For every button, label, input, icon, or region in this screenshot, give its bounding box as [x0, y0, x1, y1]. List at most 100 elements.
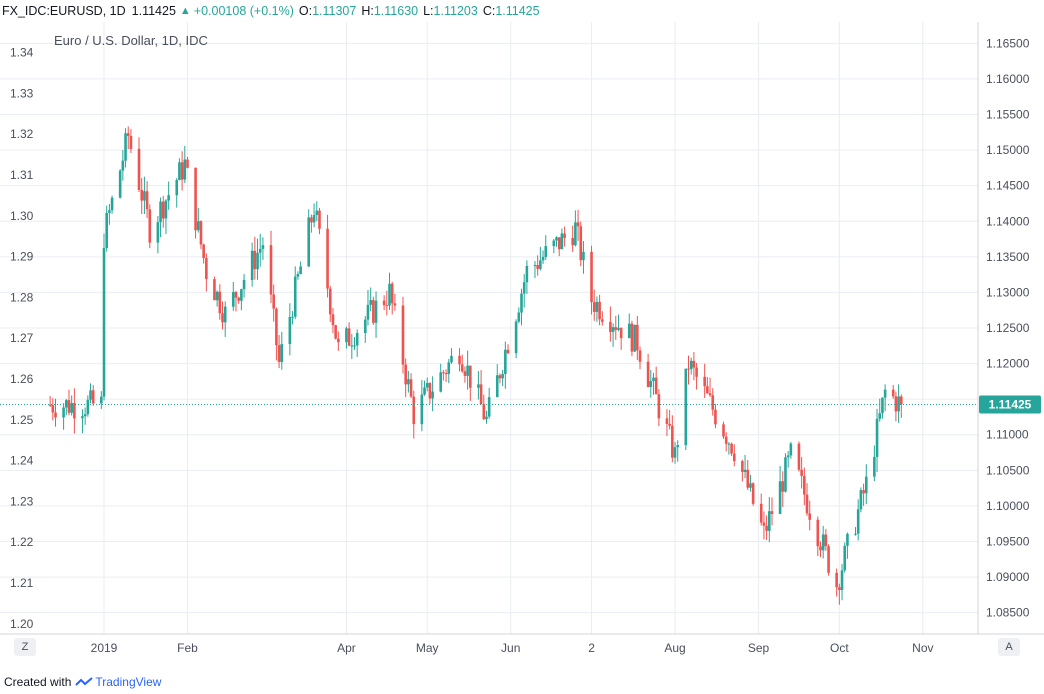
candle-body — [517, 312, 521, 322]
candle-body — [636, 324, 639, 351]
candle-body — [819, 546, 822, 551]
candle-body — [732, 453, 736, 462]
candle-body — [420, 394, 424, 425]
high-value: 1.11630 — [373, 4, 419, 18]
candle-body — [671, 425, 674, 458]
left-tick-label: 1.22 — [10, 535, 34, 549]
candle-body — [665, 418, 669, 424]
candle-body — [504, 349, 507, 374]
candle-body — [137, 148, 141, 190]
candle-body — [479, 384, 483, 405]
candle-body — [506, 349, 510, 354]
candle-body — [768, 511, 771, 531]
left-tick-label: 1.32 — [10, 127, 34, 141]
candle-body — [614, 327, 618, 330]
left-tick-label: 1.28 — [10, 290, 34, 304]
candle-body — [423, 387, 426, 395]
candle-body — [627, 323, 631, 339]
candle-body — [485, 416, 488, 420]
left-tick-label: 1.29 — [10, 250, 34, 264]
candle-body — [501, 373, 504, 379]
auto-scale-button[interactable]: A — [998, 638, 1020, 656]
zoom-reset-button[interactable]: Z — [14, 638, 36, 656]
candle-body — [520, 293, 523, 313]
right-tick-label: 1.09000 — [986, 570, 1030, 584]
left-tick-label: 1.31 — [10, 168, 34, 182]
candle-body — [167, 195, 170, 201]
candle-body — [482, 404, 486, 420]
candle-body — [749, 483, 752, 488]
candle-body — [797, 443, 801, 470]
low-label: L: — [423, 4, 434, 18]
candle-body — [89, 390, 92, 400]
auto-scale-label: A — [1005, 641, 1013, 653]
candle-body — [326, 228, 329, 289]
candle-body — [711, 395, 715, 410]
legend-header: FX_IDC:EURUSD, 1D 1.11425 ▲ +0.00108 (+0… — [0, 0, 982, 22]
low-value: 1.11203 — [433, 4, 478, 18]
candle-body — [649, 380, 653, 387]
candle-body — [816, 519, 820, 547]
candle-body — [859, 490, 863, 510]
candle-body — [334, 325, 337, 339]
candle-body — [838, 587, 841, 590]
candle-body — [544, 246, 548, 257]
time-tick-label: Oct — [830, 641, 849, 655]
candle-body — [487, 397, 491, 417]
candle-body — [86, 399, 90, 415]
candle-body — [100, 396, 103, 404]
candle-body — [827, 546, 830, 573]
candle-body — [897, 396, 900, 412]
candle-body — [199, 221, 203, 245]
candle-body — [126, 133, 130, 136]
candle-body — [62, 407, 65, 418]
candle-body — [372, 300, 375, 323]
candle-body — [654, 377, 658, 395]
candle-body — [331, 314, 335, 326]
candle-body — [633, 324, 636, 352]
candle-body — [891, 389, 895, 397]
candle-body — [514, 321, 518, 354]
right-tick-label: 1.16500 — [986, 36, 1030, 50]
candle-body — [824, 534, 828, 547]
candle-body — [864, 476, 868, 494]
candle-body — [347, 328, 351, 346]
candle-body — [442, 372, 445, 374]
right-tick-label: 1.08500 — [986, 606, 1030, 620]
candle-body — [703, 376, 706, 387]
candle-body — [296, 273, 300, 277]
time-tick-label: Sep — [748, 641, 770, 655]
right-tick-label: 1.15000 — [986, 143, 1030, 157]
candle-body — [48, 404, 52, 406]
candle-body — [781, 481, 785, 492]
candle-body — [770, 511, 774, 514]
candle-body — [258, 248, 262, 253]
candle-body — [695, 367, 698, 377]
candle-body — [234, 292, 238, 298]
candle-body — [145, 191, 149, 210]
candle-body — [105, 212, 108, 249]
candle-body — [778, 481, 782, 514]
candle-body — [409, 379, 413, 397]
candle-body — [51, 405, 55, 413]
candle-body — [862, 490, 865, 494]
candle-body — [458, 355, 461, 365]
candle-body — [223, 306, 227, 323]
candle-body — [714, 409, 717, 425]
open-value: 1.11307 — [312, 4, 357, 18]
created-with-label: Created with — [4, 675, 72, 689]
time-tick-label: Feb — [177, 641, 198, 655]
candle-body — [54, 412, 57, 418]
candle-body — [557, 237, 561, 250]
tradingview-link[interactable]: TradingView — [75, 675, 161, 689]
zoom-reset-label: Z — [21, 641, 29, 653]
candle-body — [444, 373, 448, 375]
time-tick-label: Aug — [664, 641, 685, 655]
candle-body — [743, 469, 747, 472]
candle-body — [194, 167, 197, 231]
candle-body — [73, 403, 76, 419]
candle-body — [899, 396, 903, 405]
time-axis-ticks: 2019 Feb Apr May Jun 2 Aug Sep Oct Nov — [91, 641, 934, 655]
right-tick-label: 1.11000 — [986, 428, 1029, 442]
candle-body — [237, 297, 240, 301]
